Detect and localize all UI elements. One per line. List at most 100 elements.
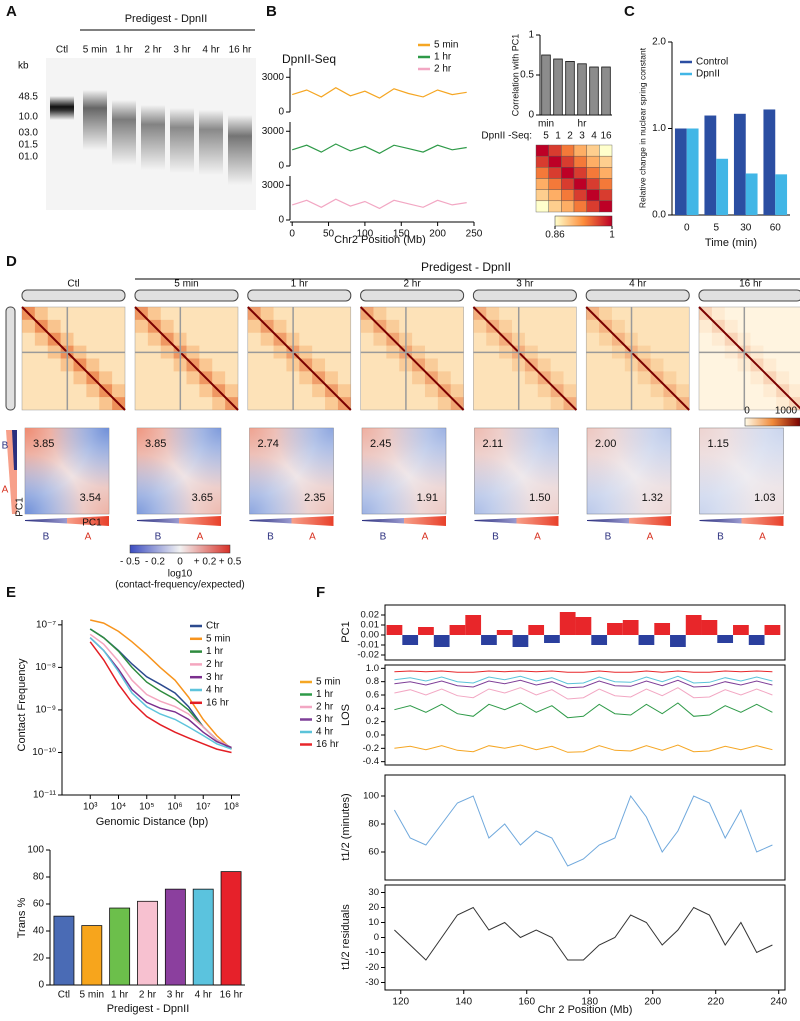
y-tick-label: -20 xyxy=(365,962,379,973)
heatmap-cell xyxy=(548,200,562,213)
pc1-label: PC1 xyxy=(82,518,102,529)
a-label: A xyxy=(647,532,654,543)
x-tick-label: 50 xyxy=(323,229,335,240)
y-tick-label: 1.0 xyxy=(366,663,379,674)
area-segment xyxy=(717,635,734,643)
saddle-strength: 2.35 xyxy=(304,492,325,504)
area-segment xyxy=(638,635,655,645)
heatmap-cell xyxy=(599,200,613,213)
y-tick-label: 3000 xyxy=(262,72,285,83)
b-label: B xyxy=(717,532,724,543)
pc1-wedge xyxy=(474,516,559,526)
x-tick-label: 240 xyxy=(770,997,787,1008)
hic-block xyxy=(299,371,313,385)
hic-block xyxy=(550,371,564,385)
bar xyxy=(541,54,551,116)
y-tick-label: 10⁻⁸ xyxy=(35,662,56,673)
bar xyxy=(81,925,103,986)
y-label: PC1 xyxy=(340,621,352,642)
x-tick-label: 10³ xyxy=(83,802,98,813)
legend-label: DpnII xyxy=(696,69,720,80)
bar xyxy=(220,871,242,986)
heatmap-cell xyxy=(599,189,613,202)
y-label: Trans % xyxy=(16,898,28,939)
area-segment xyxy=(685,615,702,635)
bar xyxy=(674,128,687,215)
bar xyxy=(109,907,131,986)
panel-label: B xyxy=(266,3,277,20)
title: DpnII-Seq xyxy=(282,52,336,66)
heatmap-cell xyxy=(535,144,549,157)
y-tick-label: 3000 xyxy=(262,126,285,137)
gel-band xyxy=(199,110,223,175)
hic-block xyxy=(424,358,438,372)
heatmap-cell xyxy=(573,144,587,157)
legend-label: Ctr xyxy=(206,621,220,632)
heatmap-cell xyxy=(599,144,613,157)
hic-block xyxy=(47,319,61,333)
hic-block xyxy=(524,371,538,385)
x-tick-label: 0 xyxy=(684,223,690,234)
y-tick-label: -0.01 xyxy=(357,640,379,651)
saddle-colorbar-label: - 0.2 xyxy=(145,557,165,568)
lane-label: 2 hr xyxy=(144,45,162,56)
heatmap-cell xyxy=(535,178,549,190)
area-segment xyxy=(670,635,686,647)
hic-colorbar-label: 0 xyxy=(744,406,750,417)
a-label: A xyxy=(85,532,92,543)
sample-label: 16 hr xyxy=(739,279,762,290)
line xyxy=(394,675,773,685)
x-tick-label: 140 xyxy=(455,997,472,1008)
y-tick-label: 1 xyxy=(528,30,534,41)
y-tick-label: 60 xyxy=(368,847,379,858)
hic-block xyxy=(373,307,387,320)
x-tick-label: 100 xyxy=(357,229,374,240)
line xyxy=(394,702,773,719)
hic-block xyxy=(699,319,712,333)
area-segment xyxy=(622,620,639,635)
pc1-wedge xyxy=(137,516,221,526)
x-tick-label: 16 hr xyxy=(220,990,243,1001)
hic-block xyxy=(750,371,764,385)
hic-block xyxy=(34,332,48,346)
x-tick-label: 10⁴ xyxy=(111,802,126,813)
y-tick-label: 0 xyxy=(278,107,284,118)
panel-label: E xyxy=(6,584,16,601)
heatmap-cell xyxy=(548,167,562,179)
x-tick-label: 5 xyxy=(713,223,719,234)
gel-band xyxy=(170,108,194,173)
bar xyxy=(553,58,563,116)
heatmap-cell xyxy=(599,178,613,190)
area-segment xyxy=(386,625,403,635)
hic-diagonal xyxy=(585,306,690,411)
bar xyxy=(763,109,776,215)
saddle-shade xyxy=(25,428,109,514)
area-segment xyxy=(591,635,608,645)
saddle-shade xyxy=(587,428,671,514)
bar xyxy=(137,900,158,986)
y-tick-label: 20 xyxy=(33,953,45,964)
y-tick-label: 60 xyxy=(33,899,45,910)
y-tick-label: 0.2 xyxy=(366,716,379,727)
x-tick-label: 2 hr xyxy=(139,990,157,1001)
lane-label: 4 hr xyxy=(202,45,220,56)
x-tick-label: Ctl xyxy=(58,990,70,1001)
hic-block xyxy=(724,319,738,333)
sample-label: 2 hr xyxy=(403,279,421,290)
saddle-strength: 1.15 xyxy=(708,438,729,450)
heatmap-cell xyxy=(535,167,549,179)
heatmap-cell xyxy=(586,189,600,202)
x-tick-label: 30 xyxy=(740,223,752,234)
sample-header xyxy=(247,289,352,302)
hic-block xyxy=(763,358,777,372)
legend-label: 1 hr xyxy=(316,689,334,700)
hic-block xyxy=(437,397,451,410)
hic-block xyxy=(199,358,213,372)
lane-label: Ctl xyxy=(56,45,68,56)
x-label: Chr 2 Position (Mb) xyxy=(538,1004,633,1016)
hic-block xyxy=(776,397,790,410)
x-label: DpnII -Seq: xyxy=(481,131,532,142)
heatmap-cell xyxy=(599,155,613,168)
sample-header xyxy=(134,289,239,302)
